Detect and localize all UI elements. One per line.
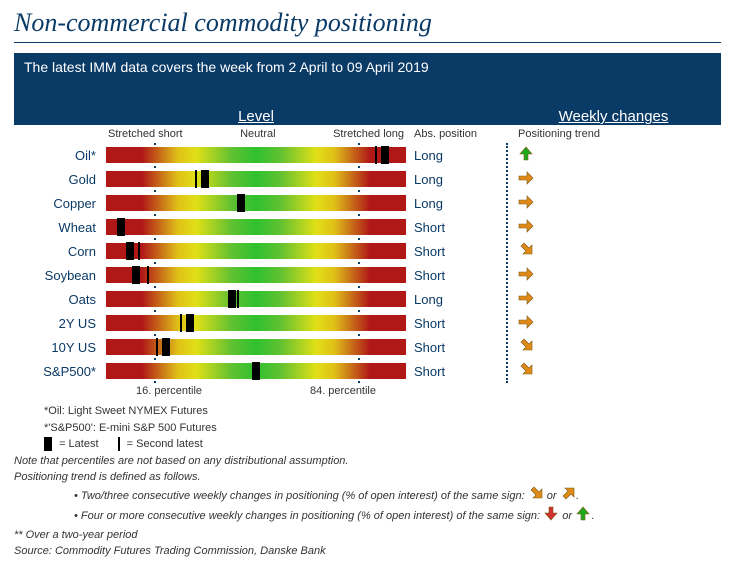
weekly-divider bbox=[506, 143, 508, 383]
abs-position: Long bbox=[406, 196, 506, 211]
second-latest-marker bbox=[147, 266, 149, 284]
level-header: Level bbox=[238, 108, 274, 125]
row-label: Oats bbox=[14, 292, 106, 307]
neutral-label: Neutral bbox=[240, 128, 275, 140]
source-note: Source: Commodity Futures Trading Commis… bbox=[14, 545, 326, 557]
abs-position: Short bbox=[406, 316, 506, 331]
trend-arrow bbox=[506, 218, 721, 236]
bullet2-sep: or bbox=[562, 510, 572, 522]
table-subheader: Stretched short Neutral Stretched long A… bbox=[14, 125, 721, 143]
latest-marker bbox=[201, 170, 209, 188]
abs-position: Long bbox=[406, 292, 506, 307]
latest-marker bbox=[228, 290, 236, 308]
row-label: S&P500* bbox=[14, 364, 106, 379]
page-title: Non-commercial commodity positioning bbox=[14, 8, 721, 43]
level-bar bbox=[106, 193, 406, 213]
latest-marker bbox=[381, 146, 389, 164]
second-latest-marker bbox=[180, 314, 182, 332]
trend-arrow bbox=[506, 290, 721, 308]
rows-container: Oil*LongGoldLongCopperLongWheatShortCorn… bbox=[14, 143, 721, 383]
trend-arrow bbox=[506, 314, 721, 332]
abs-position: Long bbox=[406, 148, 506, 163]
trend-arrow bbox=[506, 362, 721, 380]
trend-arrow bbox=[506, 242, 721, 260]
trend-arrow bbox=[506, 170, 721, 188]
footnotes: *Oil: Light Sweet NYMEX Futures *'S&P500… bbox=[14, 403, 721, 560]
percentile-labels: 16. percentile 84. percentile bbox=[14, 385, 721, 397]
table-row: S&P500* Short bbox=[14, 359, 721, 383]
trend-arrow bbox=[506, 146, 721, 164]
second-legend: = Second latest bbox=[127, 438, 203, 450]
level-bar bbox=[106, 289, 406, 309]
table-row: Soybean Short bbox=[14, 263, 721, 287]
table-row: Gold Long bbox=[14, 167, 721, 191]
latest-marker bbox=[237, 194, 245, 212]
level-bar bbox=[106, 217, 406, 237]
latest-marker bbox=[126, 242, 134, 260]
second-latest-marker bbox=[375, 146, 377, 164]
table-row: Oil* Long bbox=[14, 143, 721, 167]
p84-label: 84. percentile bbox=[310, 385, 376, 397]
stretched-short-label: Stretched short bbox=[108, 128, 183, 140]
positioning-trend-label: Positioning trend bbox=[506, 128, 721, 140]
latest-marker bbox=[132, 266, 140, 284]
trend-def-note: Positioning trend is defined as follows. bbox=[14, 471, 201, 483]
latest-marker bbox=[117, 218, 125, 236]
second-latest-marker bbox=[138, 242, 140, 260]
level-bar bbox=[106, 265, 406, 285]
second-latest-marker bbox=[195, 170, 197, 188]
second-latest-marker bbox=[237, 290, 239, 308]
table-row: Corn Short bbox=[14, 239, 721, 263]
abs-position: Short bbox=[406, 268, 506, 283]
stretched-long-label: Stretched long bbox=[333, 128, 404, 140]
level-bar bbox=[106, 313, 406, 333]
second-latest-marker bbox=[156, 338, 158, 356]
level-bar bbox=[106, 361, 406, 381]
percentile-note: Note that percentiles are not based on a… bbox=[14, 455, 348, 467]
latest-marker bbox=[162, 338, 170, 356]
latest-marker bbox=[252, 362, 260, 380]
abs-position: Long bbox=[406, 172, 506, 187]
abs-position: Short bbox=[406, 340, 506, 355]
table-row: 10Y US Short bbox=[14, 335, 721, 359]
bullet1-sep: or bbox=[547, 490, 557, 502]
table-row: 2Y US Short bbox=[14, 311, 721, 335]
row-label: Copper bbox=[14, 196, 106, 211]
table-row: Oats Long bbox=[14, 287, 721, 311]
table-row: Wheat Short bbox=[14, 215, 721, 239]
row-label: Gold bbox=[14, 172, 106, 187]
two-year-note: ** Over a two-year period bbox=[14, 529, 138, 541]
bullet1-text: Two/three consecutive weekly changes in … bbox=[81, 490, 525, 502]
level-bar bbox=[106, 145, 406, 165]
row-label: Oil* bbox=[14, 148, 106, 163]
second-swatch bbox=[118, 437, 120, 451]
sp500-footnote: *'S&P500': E-mini S&P 500 Futures bbox=[44, 420, 721, 437]
weekly-header: Weekly changes bbox=[559, 108, 669, 125]
latest-legend: = Latest bbox=[59, 438, 98, 450]
trend-arrow bbox=[506, 266, 721, 284]
abs-position: Short bbox=[406, 244, 506, 259]
table-header: Level Weekly changes bbox=[14, 81, 721, 125]
abs-position-label: Abs. position bbox=[406, 128, 506, 140]
bullet2-text: Four or more consecutive weekly changes … bbox=[81, 510, 540, 522]
row-label: Wheat bbox=[14, 220, 106, 235]
positioning-table: Level Weekly changes Stretched short Neu… bbox=[14, 81, 721, 397]
row-label: 10Y US bbox=[14, 340, 106, 355]
row-label: Soybean bbox=[14, 268, 106, 283]
table-row: Copper Long bbox=[14, 191, 721, 215]
level-bar bbox=[106, 241, 406, 261]
trend-arrow bbox=[506, 338, 721, 356]
latest-swatch bbox=[44, 437, 52, 451]
level-bar bbox=[106, 169, 406, 189]
level-bar bbox=[106, 337, 406, 357]
subtitle-bar: The latest IMM data covers the week from… bbox=[14, 53, 721, 81]
trend-arrow bbox=[506, 194, 721, 212]
row-label: Corn bbox=[14, 244, 106, 259]
latest-marker bbox=[186, 314, 194, 332]
abs-position: Short bbox=[406, 220, 506, 235]
oil-footnote: *Oil: Light Sweet NYMEX Futures bbox=[44, 403, 721, 420]
p16-label: 16. percentile bbox=[136, 385, 202, 397]
row-label: 2Y US bbox=[14, 316, 106, 331]
abs-position: Short bbox=[406, 364, 506, 379]
